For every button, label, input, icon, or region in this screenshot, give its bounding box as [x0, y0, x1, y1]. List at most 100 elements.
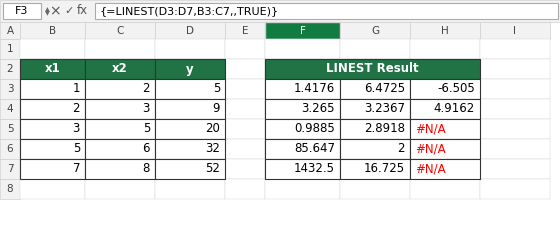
Bar [265, 59, 340, 79]
Bar [410, 79, 480, 99]
Bar [265, 139, 340, 159]
Bar [340, 79, 410, 99]
Bar [340, 22, 410, 39]
Bar [265, 79, 340, 99]
Bar [20, 159, 85, 179]
Text: 4.9162: 4.9162 [434, 103, 475, 115]
Text: 6.4725: 6.4725 [364, 82, 405, 95]
Bar [480, 139, 550, 159]
Text: E: E [242, 25, 248, 35]
Text: 4: 4 [7, 104, 13, 114]
Bar [480, 22, 550, 39]
Text: C: C [116, 25, 124, 35]
Bar [20, 119, 85, 139]
Bar [410, 79, 480, 99]
Text: 85.647: 85.647 [294, 142, 335, 155]
Text: 3.265: 3.265 [301, 103, 335, 115]
Bar [480, 99, 550, 119]
Text: #N/A: #N/A [415, 123, 446, 136]
Bar [410, 39, 480, 59]
Bar [265, 99, 340, 119]
Bar [0, 59, 20, 79]
Bar [480, 159, 550, 179]
Bar [340, 159, 410, 179]
Text: 6: 6 [7, 144, 13, 154]
Bar [265, 119, 340, 139]
Bar [340, 179, 410, 199]
Text: F: F [300, 25, 305, 35]
Bar [85, 139, 155, 159]
Text: x2: x2 [112, 63, 128, 76]
Bar [265, 22, 340, 39]
Bar [410, 139, 480, 159]
Bar [0, 0, 560, 22]
Bar [0, 179, 20, 199]
Bar [340, 99, 410, 119]
Text: 3: 3 [143, 103, 150, 115]
Text: #N/A: #N/A [415, 163, 446, 175]
Text: I: I [514, 25, 516, 35]
Bar [340, 119, 410, 139]
Bar [155, 139, 225, 159]
Text: 32: 32 [205, 142, 220, 155]
Text: 20: 20 [205, 123, 220, 136]
Text: 7: 7 [7, 164, 13, 174]
Text: ▼: ▼ [45, 11, 49, 16]
Bar [225, 179, 265, 199]
Text: 7: 7 [72, 163, 80, 175]
Text: 3: 3 [73, 123, 80, 136]
Bar [85, 119, 155, 139]
Bar [85, 179, 155, 199]
Bar [225, 22, 265, 39]
Bar [155, 39, 225, 59]
Bar [265, 119, 340, 139]
Text: 2: 2 [398, 142, 405, 155]
Bar [20, 79, 85, 99]
Bar [0, 79, 20, 99]
Bar [480, 59, 550, 79]
Bar [155, 59, 225, 79]
Bar [225, 99, 265, 119]
Text: G: G [371, 25, 379, 35]
Bar [20, 159, 85, 179]
Bar [155, 79, 225, 99]
Bar [155, 22, 225, 39]
Text: B: B [49, 25, 56, 35]
Bar [480, 179, 550, 199]
Bar [155, 179, 225, 199]
Bar [85, 59, 155, 79]
Bar [410, 99, 480, 119]
Bar [20, 22, 85, 39]
Text: 2: 2 [72, 103, 80, 115]
Text: ✓: ✓ [64, 6, 74, 16]
Bar [410, 59, 480, 79]
Bar [225, 119, 265, 139]
Bar [225, 139, 265, 159]
Bar [340, 139, 410, 159]
Text: 2: 2 [7, 64, 13, 74]
Bar [410, 159, 480, 179]
Bar [85, 159, 155, 179]
Bar [480, 79, 550, 99]
Bar [85, 119, 155, 139]
Text: ▲: ▲ [45, 8, 49, 13]
Text: #N/A: #N/A [415, 142, 446, 155]
Text: 8: 8 [7, 184, 13, 194]
Bar [20, 59, 85, 79]
Text: 52: 52 [205, 163, 220, 175]
Bar [225, 159, 265, 179]
Bar [410, 139, 480, 159]
Text: 1: 1 [7, 44, 13, 54]
Bar [155, 79, 225, 99]
Bar [340, 139, 410, 159]
Bar [0, 22, 20, 39]
Text: y: y [186, 63, 194, 76]
Bar [410, 99, 480, 119]
Text: fx: fx [76, 5, 87, 17]
Bar [85, 39, 155, 59]
Bar [20, 79, 85, 99]
Bar [85, 59, 155, 79]
Bar [3, 3, 41, 19]
Text: D: D [186, 25, 194, 35]
Text: 0.9885: 0.9885 [294, 123, 335, 136]
